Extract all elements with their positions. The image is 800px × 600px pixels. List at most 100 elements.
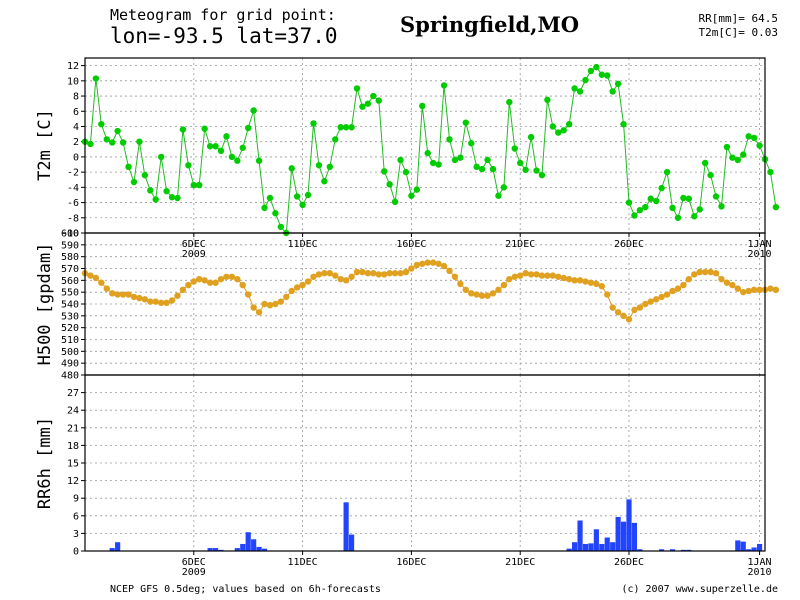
t2m-data-point [685,195,693,202]
h500-data-point [440,262,448,270]
t2m-ytick-label: 0 [73,152,79,163]
h500-data-point [604,291,611,298]
h500-data-point [489,290,497,297]
t2m-ytick-label: 4 [73,122,79,133]
h500-data-point [147,298,154,305]
h500-data-point [391,270,399,277]
h500-data-point [337,275,344,283]
t2m-data-point [533,167,540,174]
t2m-data-point [315,162,323,169]
rr6h-bar [588,543,594,551]
rr6h-bar [751,547,757,551]
rr6h-ytick-label: 18 [67,441,79,452]
h500-data-point [245,291,252,298]
t2m-data-point [266,194,274,202]
t2m-data-point [614,80,622,88]
t2m-ytick-label: 2 [73,137,79,148]
t2m-ytick-label: 10 [67,76,79,87]
h500-data-point [239,281,246,289]
t2m-data-point [190,181,197,189]
rr6h-bar [631,522,638,551]
h500-data-point [674,285,682,292]
t2m-data-point [674,214,682,221]
t2m-data-point [527,133,535,141]
h500-data-point [555,273,562,280]
t2m-data-point [201,125,208,132]
h500-data-point [250,304,257,311]
h500-data-point [565,275,573,283]
t2m-data-point [174,194,181,202]
rr6h-bar [735,540,741,551]
t2m-data-point [163,187,170,195]
t2m-data-point [653,197,660,205]
h500-data-point [402,268,410,276]
h500-data-point [647,298,654,305]
x-tick-label: 11DEC [288,239,318,250]
h500-data-point [310,273,317,280]
t2m-data-point [478,165,486,173]
h500-data-point [707,268,714,276]
h500-data-point [582,278,589,285]
t2m-data-point [517,159,524,167]
total-precip-stat: RR[mm]= 64.5 [698,12,778,25]
t2m-data-point [500,184,508,191]
t2m-data-point [196,181,203,189]
t2m-data-point [250,107,257,114]
t2m-data-point [277,223,285,231]
h500-data-point [723,279,731,286]
t2m-data-point [598,71,605,78]
t2m-data-point [381,168,388,175]
t2m-ytick-label: 6 [73,107,79,118]
x-tick-label: 26DEC [614,557,644,568]
h500-data-point [386,270,393,277]
h500-data-point [217,275,225,283]
t2m-data-point [245,124,252,132]
rr6h-ytick-label: 12 [67,476,79,487]
x-tick-label: 21DEC [505,239,535,250]
t2m-data-point [359,103,366,110]
h500-data-point [685,275,693,283]
h500-data-point [522,270,529,277]
h500-data-point [593,280,600,288]
h500-data-point [136,294,143,302]
h500-data-point [359,268,366,276]
h500-data-point [304,278,312,285]
t2m-data-point [228,153,236,161]
h500-data-point [234,275,241,283]
t2m-data-point [772,203,780,211]
t2m-data-point [87,140,94,148]
t2m-data-point [342,124,350,131]
rr6h-ytick-label: 0 [73,547,79,558]
t2m-data-point [147,187,154,194]
t2m-data-point [680,194,687,202]
t2m-ytick-label: -2 [67,168,79,179]
h500-data-point [609,304,616,311]
t2m-data-point [299,201,306,209]
h500-data-point [293,284,301,291]
t2m-data-point [740,151,747,158]
h500-data-point [201,277,208,284]
t2m-data-point [397,156,404,164]
h500-data-point [669,287,676,295]
h500-data-point [342,277,350,284]
location-name: Springfield,MO [400,12,579,37]
t2m-data-point [304,191,312,199]
h500-data-point [299,281,306,289]
rr6h-bar [582,543,589,551]
t2m-data-point [734,156,741,164]
t2m-data-point [473,163,480,171]
t2m-data-point [462,119,469,126]
h500-data-point [576,277,584,284]
h500-data-point [435,260,442,267]
t2m-data-point [468,140,475,147]
t2m-data-point [750,134,758,142]
rr6h-ytick-label: 6 [73,511,79,522]
x-tick-label: 1JAN [748,557,772,568]
h500-data-point [223,273,230,280]
t2m-ytick-label: -4 [67,183,79,194]
t2m-data-point [663,168,671,176]
t2m-data-point [212,143,219,150]
t2m-data-point [157,153,165,161]
h500-data-point [696,268,703,276]
rr6h-bar [115,542,121,551]
